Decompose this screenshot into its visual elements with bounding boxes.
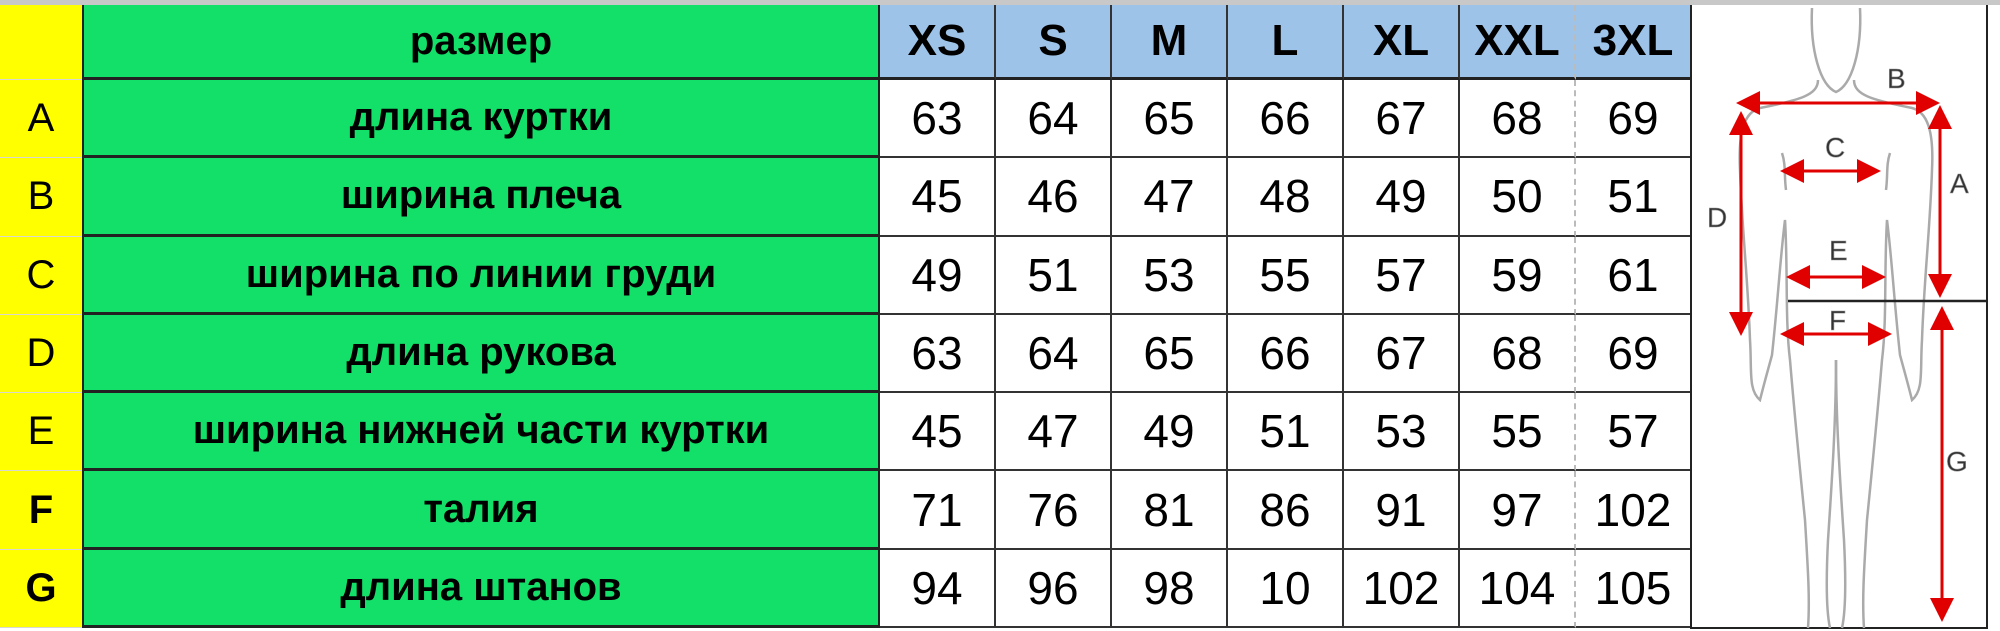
size-header-l[interactable]: L bbox=[1228, 5, 1344, 80]
value-cell[interactable]: 66 bbox=[1228, 314, 1344, 394]
value-cell[interactable]: 10 bbox=[1228, 549, 1344, 629]
value-cell[interactable]: 69 bbox=[1576, 80, 1692, 159]
row-letter-c[interactable]: C bbox=[0, 236, 82, 315]
row-letter-a[interactable]: A bbox=[0, 80, 82, 159]
body-measurement-figure bbox=[1690, 5, 1988, 629]
value-cell[interactable]: 45 bbox=[880, 393, 996, 472]
value-cell[interactable]: 53 bbox=[1344, 393, 1460, 472]
top-border bbox=[0, 0, 2000, 5]
value-cell[interactable]: 50 bbox=[1460, 158, 1576, 237]
value-cell[interactable]: 49 bbox=[1112, 393, 1228, 472]
value-cell[interactable]: 96 bbox=[996, 549, 1112, 629]
value-cell[interactable]: 51 bbox=[1576, 158, 1692, 237]
value-cell[interactable]: 68 bbox=[1460, 80, 1576, 159]
value-cell[interactable]: 47 bbox=[1112, 158, 1228, 237]
value-cell[interactable]: 68 bbox=[1460, 314, 1576, 394]
row-letter-b[interactable]: B bbox=[0, 158, 82, 237]
value-cell[interactable]: 104 bbox=[1460, 549, 1576, 629]
value-cell[interactable]: 102 bbox=[1344, 549, 1460, 629]
value-cell[interactable]: 65 bbox=[1112, 80, 1228, 159]
measurement-label[interactable]: длина штанов bbox=[82, 549, 880, 629]
value-cell[interactable]: 67 bbox=[1344, 314, 1460, 394]
header-label-cell[interactable]: размер bbox=[82, 5, 880, 80]
size-header-xs[interactable]: XS bbox=[880, 5, 996, 80]
value-cell[interactable]: 64 bbox=[996, 314, 1112, 394]
value-cell[interactable]: 91 bbox=[1344, 471, 1460, 550]
value-cell[interactable]: 49 bbox=[880, 236, 996, 315]
value-cell[interactable]: 105 bbox=[1576, 549, 1692, 629]
value-cell[interactable]: 63 bbox=[880, 80, 996, 159]
measurement-label[interactable]: ширина по линии груди bbox=[82, 236, 880, 315]
size-header-xl[interactable]: XL bbox=[1344, 5, 1460, 80]
value-cell[interactable]: 46 bbox=[996, 158, 1112, 237]
value-cell[interactable]: 51 bbox=[1228, 393, 1344, 472]
value-cell[interactable]: 57 bbox=[1576, 393, 1692, 472]
size-header-3xl[interactable]: 3XL bbox=[1576, 5, 1692, 80]
value-cell[interactable]: 59 bbox=[1460, 236, 1576, 315]
measurement-label[interactable]: ширина плеча bbox=[82, 158, 880, 237]
value-cell[interactable]: 94 bbox=[880, 549, 996, 629]
size-header-xxl[interactable]: XXL bbox=[1460, 5, 1576, 80]
value-cell[interactable]: 65 bbox=[1112, 314, 1228, 394]
value-cell[interactable]: 55 bbox=[1460, 393, 1576, 472]
value-cell[interactable]: 81 bbox=[1112, 471, 1228, 550]
value-cell[interactable]: 102 bbox=[1576, 471, 1692, 550]
value-cell[interactable]: 66 bbox=[1228, 80, 1344, 159]
value-cell[interactable]: 67 bbox=[1344, 80, 1460, 159]
measurement-label[interactable]: ширина нижней части куртки bbox=[82, 393, 880, 472]
row-letter-e[interactable]: E bbox=[0, 393, 82, 472]
value-cell[interactable]: 45 bbox=[880, 158, 996, 237]
value-cell[interactable]: 76 bbox=[996, 471, 1112, 550]
value-cell[interactable]: 61 bbox=[1576, 236, 1692, 315]
value-cell[interactable]: 47 bbox=[996, 393, 1112, 472]
value-cell[interactable]: 49 bbox=[1344, 158, 1460, 237]
measurement-label[interactable]: длина куртки bbox=[82, 80, 880, 159]
value-cell[interactable]: 48 bbox=[1228, 158, 1344, 237]
corner-cell[interactable] bbox=[0, 5, 82, 80]
value-cell[interactable]: 86 bbox=[1228, 471, 1344, 550]
value-cell[interactable]: 55 bbox=[1228, 236, 1344, 315]
value-cell[interactable]: 71 bbox=[880, 471, 996, 550]
measurement-label[interactable]: талия bbox=[82, 471, 880, 550]
value-cell[interactable]: 53 bbox=[1112, 236, 1228, 315]
value-cell[interactable]: 51 bbox=[996, 236, 1112, 315]
value-cell[interactable]: 64 bbox=[996, 80, 1112, 159]
value-cell[interactable]: 63 bbox=[880, 314, 996, 394]
value-cell[interactable]: 97 bbox=[1460, 471, 1576, 550]
value-cell[interactable]: 98 bbox=[1112, 549, 1228, 629]
value-cell[interactable]: 69 bbox=[1576, 314, 1692, 394]
size-header-m[interactable]: M bbox=[1112, 5, 1228, 80]
row-letter-d[interactable]: D bbox=[0, 314, 82, 394]
measurement-label[interactable]: длина рукова bbox=[82, 314, 880, 394]
row-letter-f[interactable]: F bbox=[0, 471, 82, 550]
value-cell[interactable]: 57 bbox=[1344, 236, 1460, 315]
size-header-s[interactable]: S bbox=[996, 5, 1112, 80]
row-letter-g[interactable]: G bbox=[0, 549, 82, 629]
